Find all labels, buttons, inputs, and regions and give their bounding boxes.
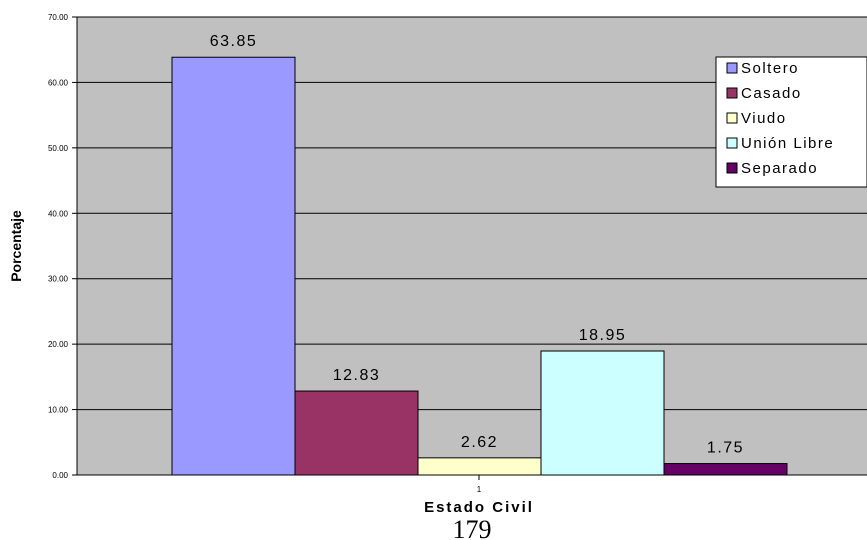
legend-label: Casado [741, 85, 802, 102]
data-label: 63.85 [210, 33, 258, 50]
legend-swatch [726, 137, 738, 149]
legend-label: Unión Libre [741, 135, 834, 152]
data-label: 12.83 [333, 367, 381, 384]
legend-swatch [726, 162, 738, 174]
x-axis-title: Estado Civil [424, 499, 534, 516]
y-tick-label: 20.00 [48, 340, 69, 349]
bar-viudo [417, 457, 542, 476]
legend-box [715, 56, 867, 188]
bars [171, 56, 788, 476]
bar-casado [294, 390, 419, 476]
y-tick-label: 70.00 [48, 13, 69, 22]
page-number: 179 [453, 515, 492, 540]
legend-label: Soltero [741, 60, 799, 77]
y-axis: 0.00 10.00 20.00 30.00 40.00 50.00 60.00 70.00 [48, 13, 867, 480]
bar-separado [663, 463, 788, 476]
y-tick-label: 0.00 [52, 471, 68, 480]
bar-uni-n-libre [540, 350, 665, 476]
data-label: 1.75 [707, 440, 744, 457]
y-tick-label: 50.00 [48, 144, 69, 153]
y-axis-title: Porcentaje [8, 210, 24, 282]
legend-swatch [726, 62, 738, 74]
y-tick-label: 60.00 [48, 78, 69, 87]
legend-swatch [726, 112, 738, 124]
bar-soltero [171, 56, 296, 476]
y-tick-label: 40.00 [48, 209, 69, 218]
y-tick-label: 10.00 [48, 406, 69, 415]
legend-label: Viudo [741, 110, 787, 127]
y-tick-label: 30.00 [48, 275, 69, 284]
x-tick-label: 1 [477, 485, 482, 494]
data-labels: 63.85 12.83 2.62 18.95 1.75 [210, 33, 744, 457]
data-label: 2.62 [461, 434, 498, 451]
legend: Soltero Casado Viudo Unión Libre Separado [715, 56, 867, 188]
data-label: 18.95 [579, 327, 627, 344]
legend-label: Separado [741, 160, 818, 177]
legend-swatch [726, 87, 738, 99]
